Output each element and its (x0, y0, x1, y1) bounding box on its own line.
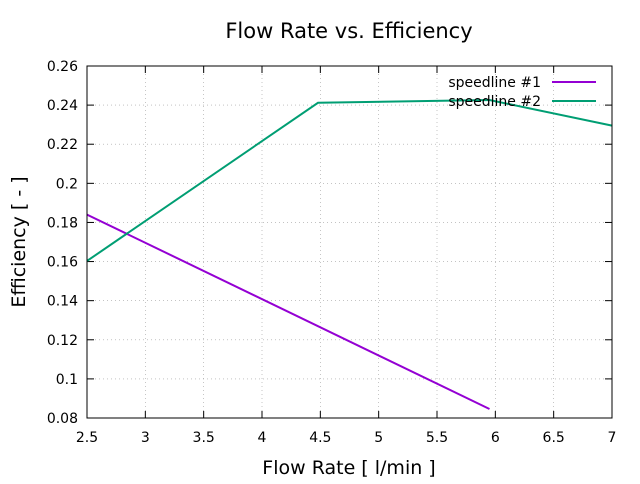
x-tick-label: 3.5 (193, 430, 215, 446)
y-tick-label: 0.16 (47, 255, 78, 271)
y-tick-label: 0.14 (47, 294, 78, 310)
chart-title: Flow Rate vs. Efficiency (225, 19, 472, 43)
y-tick-label: 0.1 (56, 372, 78, 388)
x-tick-label: 5 (374, 430, 383, 446)
x-tick-label: 6 (491, 430, 500, 446)
x-axis-label: Flow Rate [ l/min ] (262, 457, 435, 479)
legend-label: speedline #2 (448, 94, 541, 110)
plot-border (86, 65, 613, 419)
y-tick-label: 0.26 (47, 59, 78, 75)
x-tick-label: 3 (141, 430, 150, 446)
x-tick-label: 2.5 (76, 430, 98, 446)
series-line-1 (86, 213, 490, 410)
x-tick-label: 5.5 (426, 430, 448, 446)
series-lines (86, 99, 613, 410)
axis-ticks: 2.5 3 3.5 4 4.5 5 5.5 6 6.5 7 0.08 0.1 0.12 0.14 0.16 0… (47, 59, 617, 446)
y-tick-label: 0.24 (47, 98, 78, 114)
legend: speedline #1 speedline #2 (448, 75, 596, 110)
legend-label: speedline #1 (448, 75, 541, 91)
y-tick-label: 0.22 (47, 137, 78, 153)
y-tick-label: 0.08 (47, 411, 78, 427)
x-tick-label: 4 (258, 430, 267, 446)
y-tick-label: 0.18 (47, 215, 78, 231)
x-tick-label: 7 (608, 430, 617, 446)
y-tick-label: 0.2 (56, 176, 78, 192)
x-tick-label: 6.5 (543, 430, 565, 446)
y-tick-label: 0.12 (47, 333, 78, 349)
x-tick-label: 4.5 (309, 430, 331, 446)
series-line-2 (86, 99, 613, 262)
y-axis-label: Efficiency [ - ] (8, 176, 30, 307)
grid (87, 66, 612, 418)
